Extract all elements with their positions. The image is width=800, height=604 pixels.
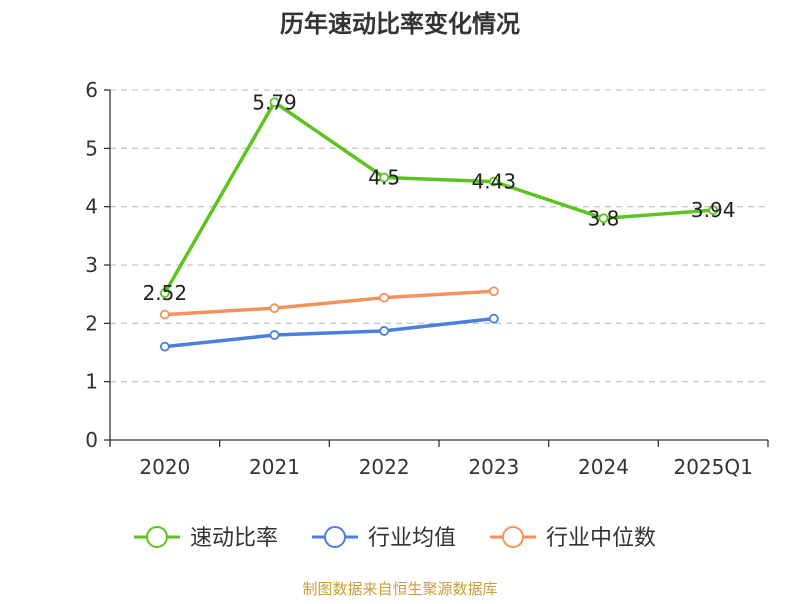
legend-marker: [146, 526, 168, 548]
y-tick-label: 5: [85, 136, 98, 160]
series-line: [163, 100, 715, 295]
y-tick-label: 6: [85, 78, 98, 102]
data-label: 4.5: [368, 166, 400, 190]
x-tick-label: 2025Q1: [673, 455, 752, 479]
legend-label[interactable]: 行业均值: [368, 526, 456, 551]
data-point[interactable]: [379, 172, 390, 183]
x-tick-label: 2023: [468, 455, 519, 479]
data-label: 4.43: [472, 170, 517, 194]
y-tick-label: 4: [85, 195, 98, 219]
legend-label[interactable]: 速动比率: [190, 526, 278, 551]
y-tick-label: 1: [85, 370, 98, 394]
x-tick-label: 2021: [249, 455, 300, 479]
data-point[interactable]: [488, 176, 499, 187]
data-point[interactable]: [708, 205, 719, 216]
x-tick-label: 2022: [359, 455, 410, 479]
data-point[interactable]: [159, 288, 170, 298]
y-tick-label: 3: [85, 253, 98, 277]
data-label: 2.52: [143, 281, 188, 305]
data-label: 5.79: [252, 90, 297, 114]
source-note: 制图数据来自恒生聚源数据库: [302, 580, 497, 598]
chart-title: 历年速动比率变化情况: [280, 10, 520, 38]
series-line: [163, 289, 496, 317]
x-tick-label: 2020: [139, 455, 190, 479]
data-point[interactable]: [159, 309, 170, 320]
data-point[interactable]: [488, 286, 499, 297]
y-tick-label: 2: [85, 311, 98, 335]
data-label: 3.8: [588, 206, 620, 230]
y-tick-label: 0: [85, 428, 98, 452]
data-point[interactable]: [269, 303, 280, 314]
data-label: 3.94: [691, 198, 736, 222]
x-tick-label: 2024: [578, 455, 629, 479]
data-point[interactable]: [269, 330, 280, 340]
data-point[interactable]: [269, 97, 280, 108]
legend-marker: [502, 526, 524, 548]
legend-marker: [324, 526, 346, 548]
legend-label[interactable]: 行业中位数: [546, 526, 656, 551]
data-point[interactable]: [379, 326, 390, 336]
data-point[interactable]: [159, 341, 170, 352]
data-point[interactable]: [379, 292, 390, 303]
data-point[interactable]: [598, 213, 609, 224]
data-point[interactable]: [488, 313, 499, 324]
series-line: [163, 316, 496, 349]
